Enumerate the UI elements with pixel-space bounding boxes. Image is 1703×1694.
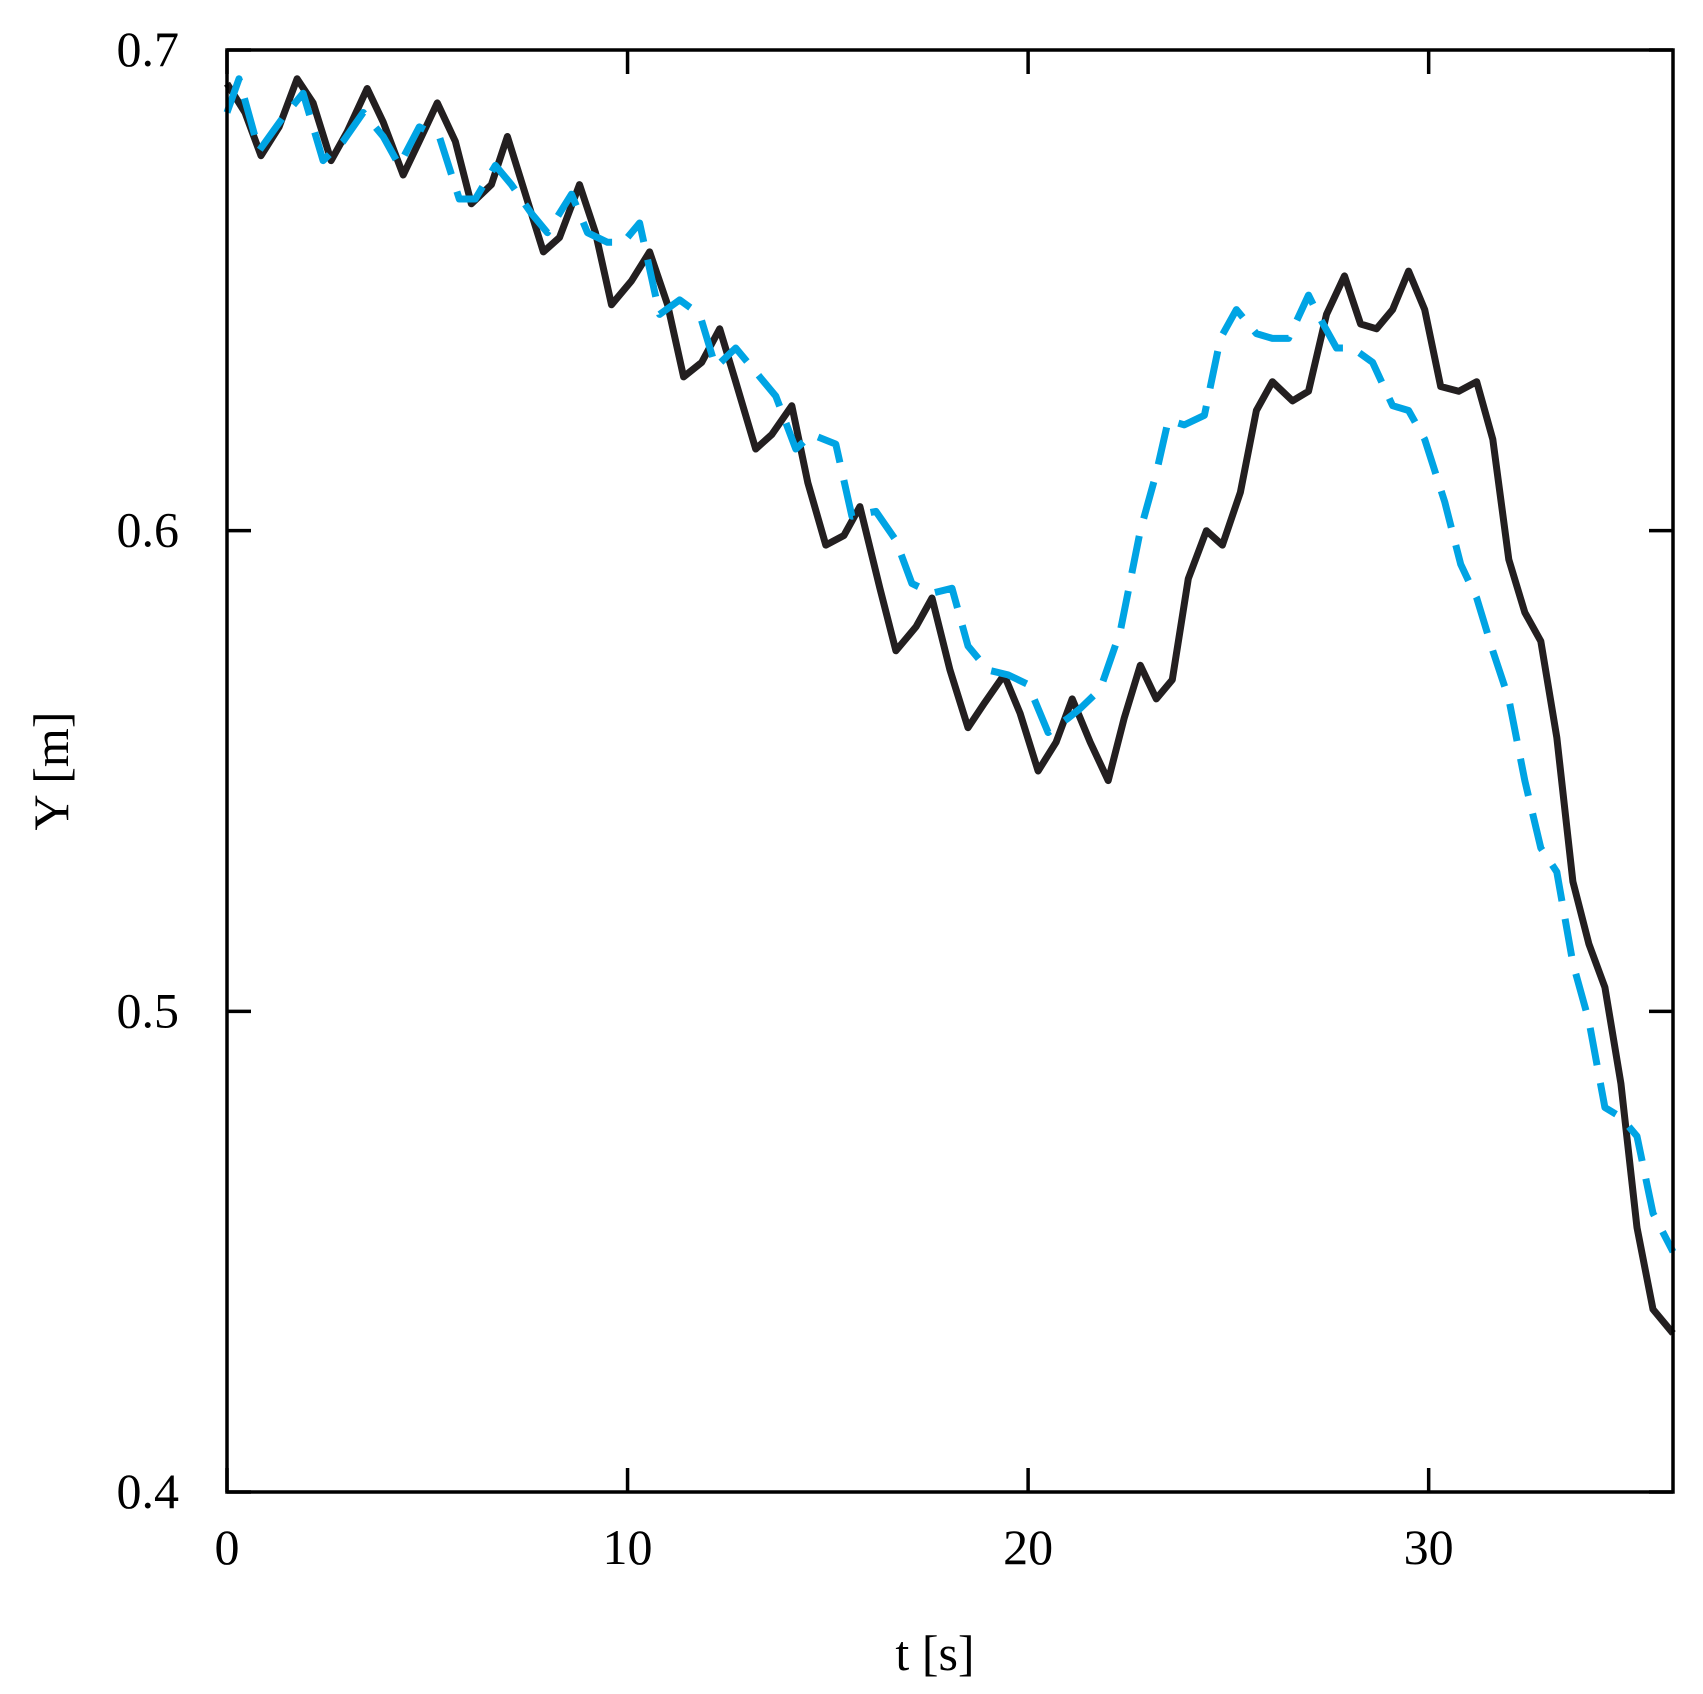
y-tick-label: 0.5	[117, 982, 180, 1038]
x-tick-label: 20	[1003, 1519, 1053, 1575]
x-axis-title: t [s]	[895, 1625, 974, 1681]
x-tick-label: 30	[1404, 1519, 1454, 1575]
y-tick-label: 0.6	[117, 502, 180, 558]
series-line-1	[224, 75, 1676, 1336]
y-axis-title: Y [m]	[23, 712, 79, 831]
y-tick-label: 0.7	[117, 21, 180, 77]
x-tick-label: 0	[215, 1519, 240, 1575]
axis-ticks: 0 10 20 30 0.4 0.5 0.6 0.7	[117, 21, 1673, 1575]
plot-lines	[223, 75, 1677, 1336]
series-line-2	[223, 75, 1677, 1254]
x-tick-label: 10	[603, 1519, 653, 1575]
y-tick-label: 0.4	[117, 1463, 180, 1519]
plot-frame	[225, 48, 1675, 1494]
